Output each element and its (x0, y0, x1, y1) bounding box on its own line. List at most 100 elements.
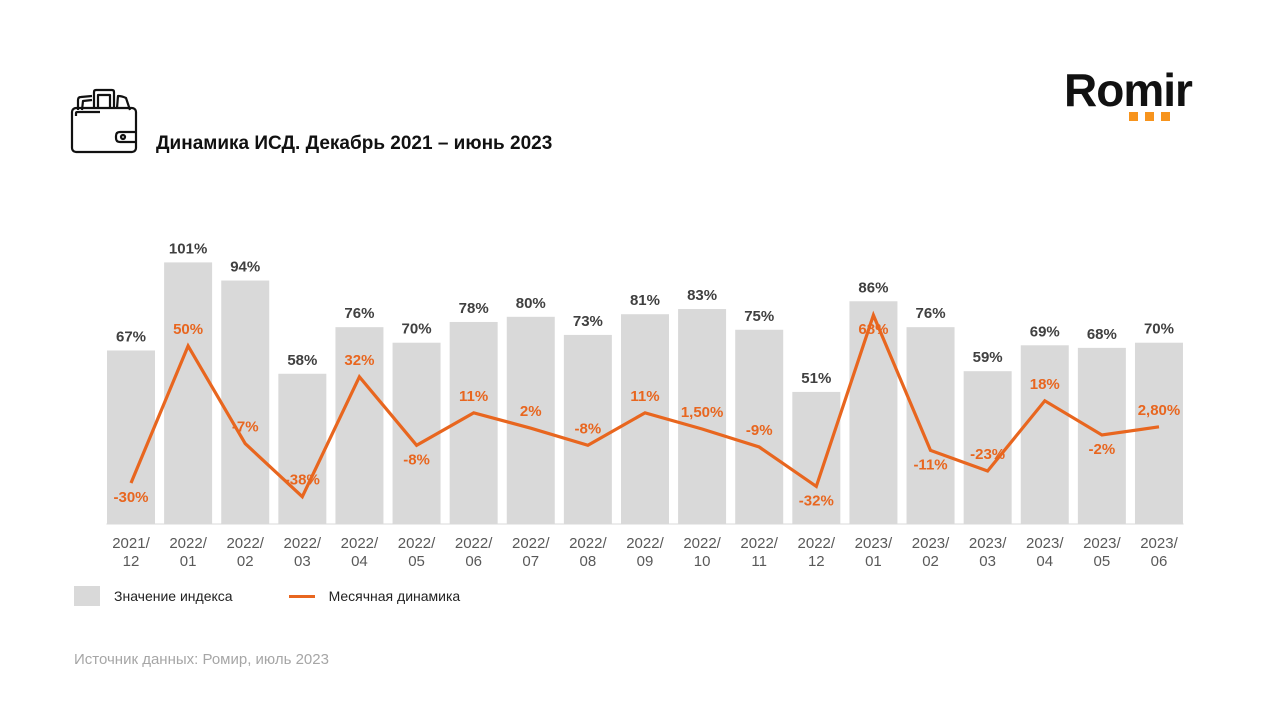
bar-2021/12 (107, 350, 155, 524)
x-tick-label: 02 (922, 553, 939, 570)
x-tick-label: 01 (865, 553, 882, 570)
x-tick-label: 2023/ (1140, 535, 1178, 552)
x-tick-label: 05 (1094, 553, 1111, 570)
legend-swatch-monthly (288, 594, 315, 598)
x-tick-label: 2021/ (112, 535, 150, 552)
bar-2023/03 (963, 371, 1012, 524)
bar-data-label: 75% (744, 308, 774, 325)
x-tick-label: 2022/ (169, 535, 207, 552)
x-tick-label: 2023/ (969, 535, 1007, 552)
line-data-label: -2% (1089, 441, 1116, 458)
source-note: Источник данных: Ромир, июль 2023 (74, 651, 329, 668)
bar-data-label: 73% (573, 313, 603, 330)
x-tick-label: 11 (751, 553, 767, 570)
line-data-label: -8% (575, 420, 602, 437)
x-tick-label: 05 (408, 553, 425, 570)
x-axis-tick-labels: 2021/122022/012022/022022/032022/042022/… (112, 535, 1178, 570)
bar-series (107, 262, 1183, 524)
bar-data-label: 101% (169, 240, 207, 257)
bar-2022/11 (735, 329, 784, 524)
line-data-label: -32% (799, 492, 834, 509)
line-data-label: 11% (459, 388, 488, 405)
bar-2022/04 (335, 327, 384, 524)
line-data-label: -30% (113, 489, 148, 506)
line-data-label: -23% (970, 446, 1005, 463)
x-tick-label: 10 (694, 553, 711, 570)
line-data-label: -7% (232, 419, 259, 436)
x-tick-label: 2023/ (855, 535, 893, 552)
bar-2023/02 (906, 327, 955, 524)
bar-2023/06 (1134, 342, 1183, 524)
x-tick-label: 2022/ (398, 535, 436, 552)
line-data-label: -9% (746, 422, 773, 439)
bar-data-label: 83% (687, 287, 717, 304)
x-tick-label: 08 (580, 553, 597, 570)
bar-data-label: 59% (973, 349, 1003, 366)
legend-label-index: Значение индекса (114, 588, 233, 604)
legend: Значение индекса Месячная динамика (74, 586, 460, 606)
bar-data-label: 81% (630, 292, 660, 309)
bar-data-label: 86% (858, 279, 888, 296)
x-tick-label: 12 (808, 553, 825, 570)
legend-label-monthly: Месячная динамика (328, 588, 461, 604)
logo-dots (1129, 112, 1170, 121)
line-data-label: 1,50% (681, 404, 724, 421)
bar-data-label: 68% (1087, 326, 1117, 343)
line-data-labels: -30% 50% -7% -38% 32% -8% 11% 2% -8% 11% 1,50% -9% -… (113, 315, 1180, 509)
bar-data-label: 51% (801, 370, 831, 387)
legend-swatch-index (74, 586, 100, 606)
line-data-label: 11% (630, 388, 659, 405)
x-tick-label: 2023/ (1026, 535, 1064, 552)
logo-dot (1129, 112, 1138, 121)
wallet-icon (70, 88, 138, 154)
x-tick-label: 2022/ (569, 535, 607, 552)
romir-logo: Romir (1064, 62, 1193, 121)
x-tick-label: 2022/ (512, 535, 550, 552)
bar-data-label: 67% (116, 328, 146, 345)
line-data-label: -11% (913, 456, 947, 473)
x-tick-label: 01 (180, 553, 197, 570)
logo-text: Romir (1064, 64, 1193, 116)
line-data-label: 2,80% (1138, 402, 1181, 419)
bar-2022/07 (506, 316, 555, 524)
bar-2022/09 (620, 314, 669, 524)
x-tick-label: 2022/ (626, 535, 664, 552)
line-data-label: 68% (858, 321, 888, 338)
bar-data-labels: 67% 101% 94% 58% 76% 70% 78% 80% 73% 81% 83% 75% 51%… (116, 240, 1174, 387)
bar-data-label: 69% (1030, 323, 1060, 340)
x-tick-label: 2022/ (284, 535, 322, 552)
x-tick-label: 09 (637, 553, 654, 570)
x-tick-label: 04 (351, 553, 368, 570)
bar-data-label: 58% (287, 352, 317, 369)
logo-dot (1161, 112, 1170, 121)
line-data-label: 2% (520, 403, 542, 420)
line-data-label: 50% (173, 321, 203, 338)
x-tick-label: 2023/ (1083, 535, 1121, 552)
bar-data-label: 94% (230, 259, 260, 276)
x-tick-label: 04 (1036, 553, 1053, 570)
bar-2022/02 (221, 280, 270, 524)
x-tick-label: 2022/ (683, 535, 721, 552)
bar-data-label: 78% (459, 300, 489, 317)
bar-2022/12 (792, 391, 841, 524)
x-tick-label: 12 (123, 553, 140, 570)
x-tick-label: 06 (1151, 553, 1168, 570)
bar-data-label: 70% (1144, 321, 1174, 338)
bar-2022/10 (678, 309, 727, 524)
bar-data-label: 70% (402, 321, 432, 338)
bar-2022/03 (278, 373, 327, 524)
bar-2022/08 (563, 334, 612, 524)
x-tick-label: 2022/ (740, 535, 778, 552)
x-tick-label: 03 (979, 553, 996, 570)
x-tick-label: 2022/ (341, 535, 379, 552)
x-tick-label: 06 (465, 553, 482, 570)
x-tick-label: 2023/ (912, 535, 950, 552)
x-tick-label: 2022/ (226, 535, 264, 552)
line-data-label: 18% (1030, 376, 1060, 393)
chart-title: Динамика ИСД. Декабрь 2021 – июнь 2023 (156, 133, 553, 154)
x-tick-label: 2022/ (455, 535, 493, 552)
line-data-label: -38% (285, 472, 320, 489)
x-tick-label: 2022/ (798, 535, 836, 552)
bar-2023/04 (1020, 345, 1069, 524)
